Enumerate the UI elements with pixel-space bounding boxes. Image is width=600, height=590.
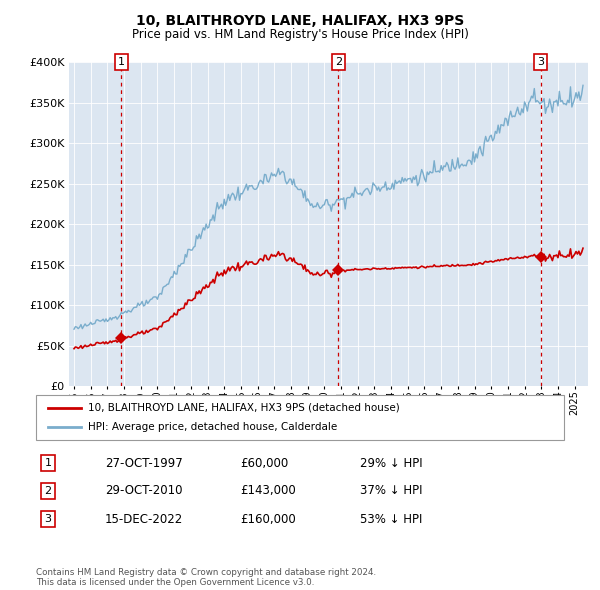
Text: 15-DEC-2022: 15-DEC-2022 [105, 513, 183, 526]
Text: Price paid vs. HM Land Registry's House Price Index (HPI): Price paid vs. HM Land Registry's House … [131, 28, 469, 41]
Text: £160,000: £160,000 [240, 513, 296, 526]
Text: HPI: Average price, detached house, Calderdale: HPI: Average price, detached house, Cald… [88, 422, 337, 432]
Text: 2: 2 [44, 486, 52, 496]
Text: Contains HM Land Registry data © Crown copyright and database right 2024.
This d: Contains HM Land Registry data © Crown c… [36, 568, 376, 587]
Text: 10, BLAITHROYD LANE, HALIFAX, HX3 9PS (detached house): 10, BLAITHROYD LANE, HALIFAX, HX3 9PS (d… [88, 403, 400, 412]
Text: 29% ↓ HPI: 29% ↓ HPI [360, 457, 422, 470]
Text: 29-OCT-2010: 29-OCT-2010 [105, 484, 182, 497]
Text: 53% ↓ HPI: 53% ↓ HPI [360, 513, 422, 526]
Text: 1: 1 [44, 458, 52, 468]
Text: £60,000: £60,000 [240, 457, 288, 470]
Text: 37% ↓ HPI: 37% ↓ HPI [360, 484, 422, 497]
Text: 3: 3 [44, 514, 52, 524]
Text: £143,000: £143,000 [240, 484, 296, 497]
Text: 2: 2 [335, 57, 342, 67]
Text: 3: 3 [537, 57, 544, 67]
Text: 10, BLAITHROYD LANE, HALIFAX, HX3 9PS: 10, BLAITHROYD LANE, HALIFAX, HX3 9PS [136, 14, 464, 28]
Text: 27-OCT-1997: 27-OCT-1997 [105, 457, 183, 470]
Text: 1: 1 [118, 57, 125, 67]
